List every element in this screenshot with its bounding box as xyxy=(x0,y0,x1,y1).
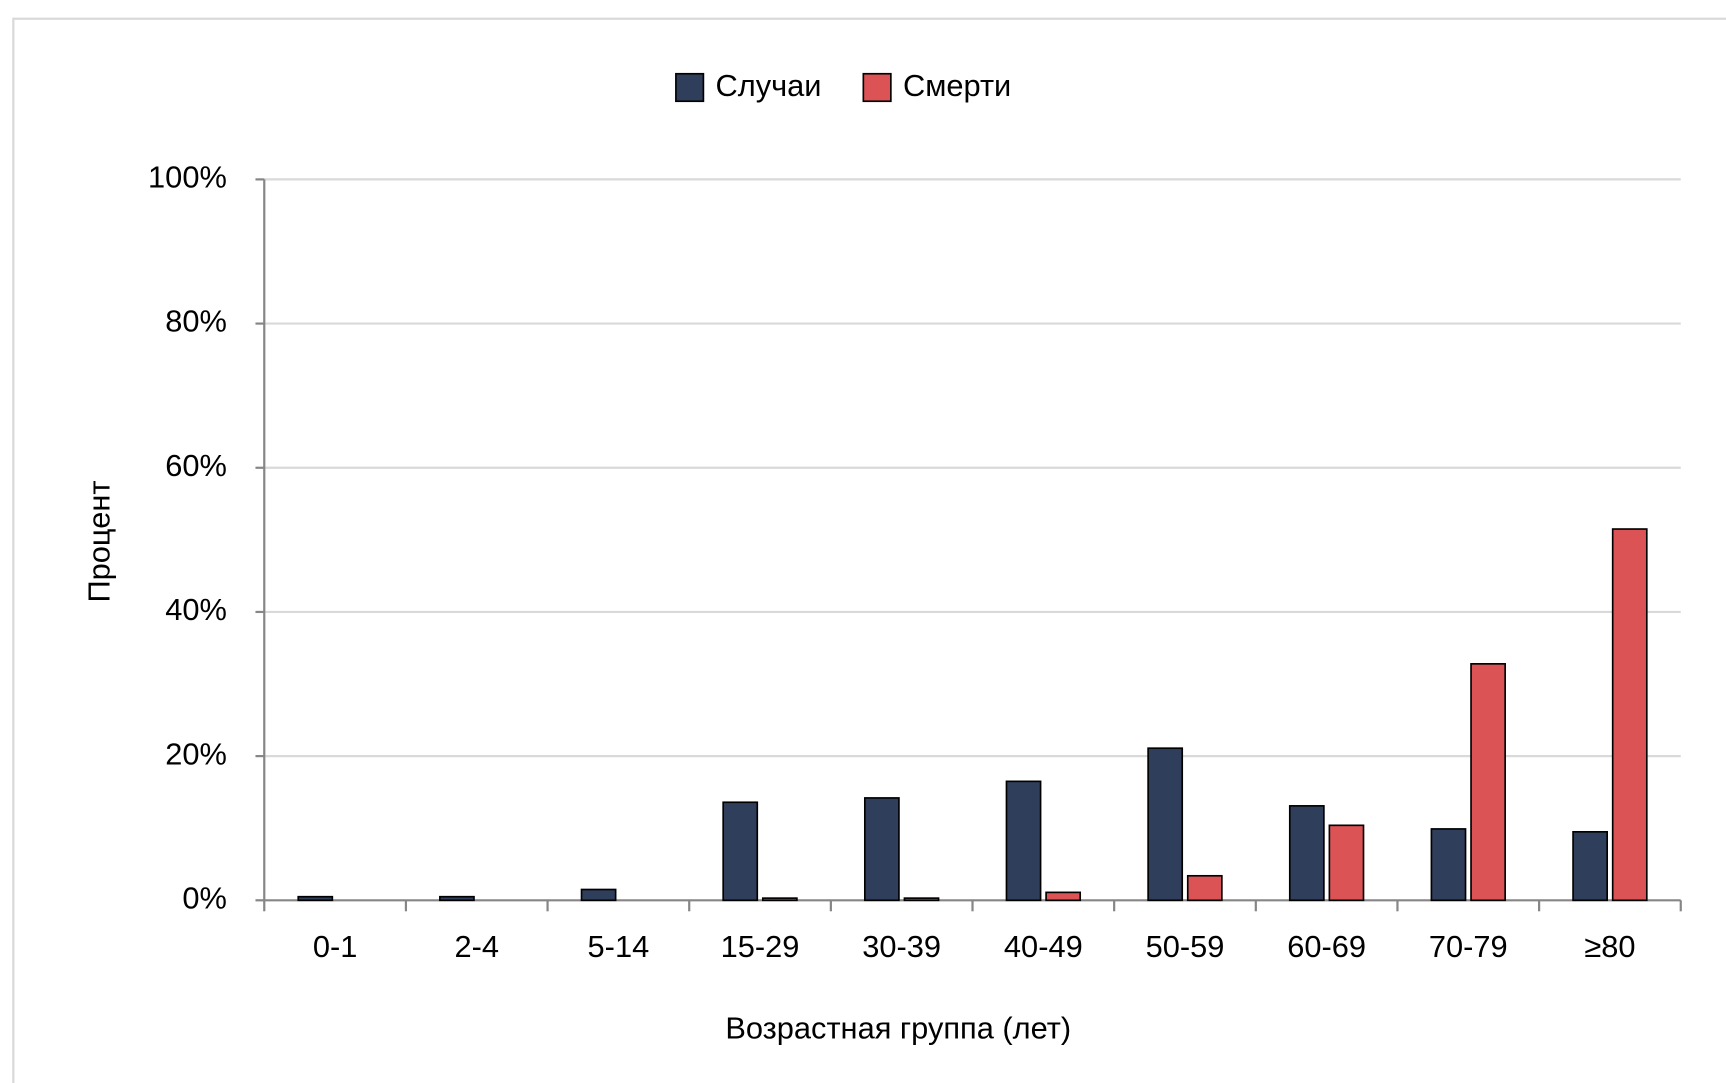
legend-swatch xyxy=(675,72,705,103)
legend-label: Случаи xyxy=(716,68,822,103)
y-tick-label: 40% xyxy=(165,592,227,627)
x-tick-label: ≥80 xyxy=(1584,929,1635,964)
x-tick-label: 0-1 xyxy=(313,929,358,964)
bar xyxy=(439,895,475,902)
bar xyxy=(1328,824,1365,902)
bar xyxy=(297,895,334,902)
x-axis-label: Возрастная группа (лет) xyxy=(725,1010,1071,1045)
bar xyxy=(1288,805,1325,902)
x-tick-label: 70-79 xyxy=(1429,929,1508,964)
x-tick-label: 40-49 xyxy=(1004,929,1083,964)
y-tick-label: 100% xyxy=(148,160,227,195)
bar xyxy=(580,888,617,902)
bar xyxy=(1430,828,1467,902)
y-tick-label: 0% xyxy=(182,880,227,915)
y-tick-label: 20% xyxy=(165,736,227,771)
legend-swatch xyxy=(862,72,892,103)
bar xyxy=(1005,780,1042,902)
bar xyxy=(722,801,759,902)
y-tick-label: 60% xyxy=(165,448,227,483)
bar xyxy=(1045,891,1082,902)
bar xyxy=(1147,747,1184,902)
y-axis-label: Процент xyxy=(82,481,117,603)
x-tick-label: 2-4 xyxy=(454,929,499,964)
x-tick-label: 30-39 xyxy=(862,929,941,964)
x-tick-label: 15-29 xyxy=(721,929,800,964)
y-tick-label: 80% xyxy=(165,304,227,339)
x-tick-label: 50-59 xyxy=(1146,929,1225,964)
bar xyxy=(1470,663,1506,902)
bar xyxy=(1611,528,1648,902)
bar xyxy=(863,797,900,902)
x-tick-label: 5-14 xyxy=(588,929,650,964)
bar xyxy=(1572,830,1609,902)
x-tick-label: 60-69 xyxy=(1287,929,1366,964)
legend-label: Смерти xyxy=(903,68,1011,103)
chart-frame xyxy=(12,17,1726,1083)
bar xyxy=(903,897,940,902)
bar xyxy=(1186,874,1223,902)
bar xyxy=(761,897,798,902)
